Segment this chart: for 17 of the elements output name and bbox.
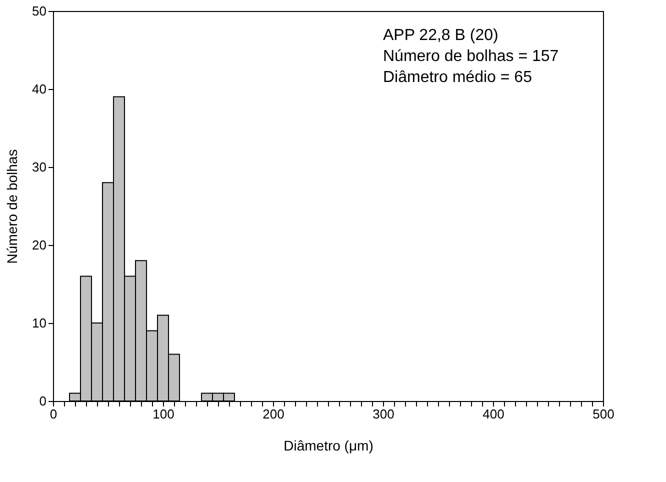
x-tick-label: 300 (372, 406, 394, 422)
annotation: Número de bolhas = 157 (383, 48, 559, 65)
x-tick-label: 0 (50, 406, 58, 422)
y-tick-label: 40 (32, 82, 46, 96)
x-tick-label: 100 (152, 406, 174, 422)
y-axis-title: Número de bolhas (4, 149, 20, 264)
y-tick-label: 50 (32, 4, 46, 18)
x-tick-label: 200 (262, 406, 284, 422)
annotation: Diâmetro médio = 65 (383, 69, 532, 86)
annotation: APP 22,8 B (20) (383, 27, 498, 44)
y-tick-label: 30 (32, 160, 46, 174)
y-tick-label: 0 (39, 394, 46, 408)
y-tick-label: 20 (32, 238, 46, 252)
x-tick-label: 500 (592, 406, 614, 422)
x-tick-label: 400 (482, 406, 504, 422)
x-axis-title: Diâmetro (μm) (284, 438, 374, 454)
y-tick-label: 10 (32, 316, 46, 330)
